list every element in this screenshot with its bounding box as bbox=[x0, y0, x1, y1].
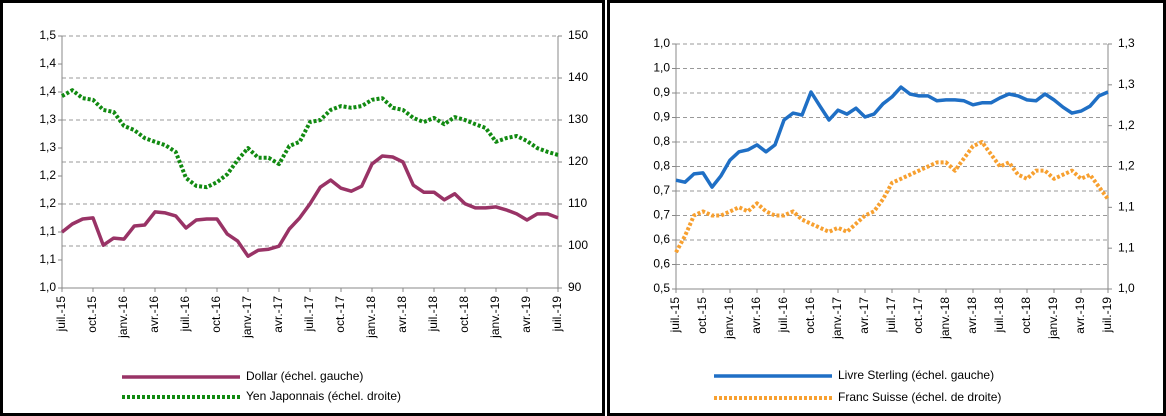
x-tick-label: juil.-18 bbox=[426, 296, 440, 333]
y-tick-label: 1,0 bbox=[653, 61, 670, 75]
y-tick-label: 0,7 bbox=[653, 208, 670, 222]
x-tick-label: oct.-18 bbox=[1019, 297, 1033, 334]
x-tick-label: janv.-19 bbox=[1046, 297, 1060, 340]
y-tick-label: 0,7 bbox=[653, 183, 670, 197]
x-tick-label: oct.-16 bbox=[803, 297, 817, 334]
y-tick-label: 0,5 bbox=[653, 281, 670, 295]
x-tick-label: janv.-18 bbox=[364, 296, 378, 339]
x-tick-label: juil.-16 bbox=[776, 297, 790, 334]
y2-tick-label: 150 bbox=[568, 28, 588, 42]
left-panel bbox=[0, 0, 605, 416]
y2-tick-label: 90 bbox=[568, 280, 582, 294]
x-tick-label: oct.-16 bbox=[209, 296, 223, 333]
y-tick-label: 1,2 bbox=[39, 196, 56, 210]
x-tick-label: avr.-19 bbox=[1073, 297, 1087, 334]
y-tick-label: 1,3 bbox=[39, 140, 56, 154]
series-line bbox=[60, 154, 559, 258]
x-tick-label: oct.-17 bbox=[911, 297, 925, 334]
y2-tick-label: 140 bbox=[568, 70, 588, 84]
y-tick-label: 1,0 bbox=[39, 280, 56, 294]
x-tick-label: juil.-16 bbox=[178, 296, 192, 333]
x-tick-label: juil.-15 bbox=[54, 296, 68, 333]
y-tick-label: 1,4 bbox=[39, 84, 56, 98]
legend-label: Yen Japonnais (échel. droite) bbox=[246, 389, 401, 403]
x-tick-label: avr.-16 bbox=[749, 297, 763, 334]
legend-label: Livre Sterling (échel. gauche) bbox=[838, 368, 994, 382]
y-tick-label: 1,1 bbox=[39, 224, 56, 238]
x-tick-label: avr.-17 bbox=[271, 296, 285, 333]
x-tick-label: juil.-17 bbox=[884, 297, 898, 334]
x-tick-label: oct.-17 bbox=[333, 296, 347, 333]
series-line bbox=[61, 88, 559, 190]
legend-label: Franc Suisse (échel. de droite) bbox=[838, 390, 1001, 404]
y2-tick-label: 1,2 bbox=[1118, 118, 1135, 132]
series-line bbox=[674, 140, 1110, 254]
y-tick-label: 1,0 bbox=[653, 36, 670, 50]
y2-tick-label: 1,3 bbox=[1118, 36, 1135, 50]
x-tick-label: avr.-17 bbox=[857, 297, 871, 334]
x-tick-label: janv.-17 bbox=[830, 297, 844, 340]
x-tick-label: oct.-15 bbox=[85, 296, 99, 333]
y2-tick-label: 130 bbox=[568, 112, 588, 126]
x-tick-label: juil.-18 bbox=[992, 297, 1006, 334]
x-tick-label: oct.-18 bbox=[457, 296, 471, 333]
y-tick-label: 0,8 bbox=[653, 134, 670, 148]
right-panel bbox=[607, 0, 1166, 416]
y-tick-label: 0,9 bbox=[653, 85, 670, 99]
x-tick-label: avr.-16 bbox=[147, 296, 161, 333]
y2-tick-label: 1,1 bbox=[1118, 240, 1135, 254]
x-tick-label: janv.-17 bbox=[240, 296, 254, 339]
x-tick-label: janv.-18 bbox=[938, 297, 952, 340]
x-tick-label: juil.-15 bbox=[668, 297, 682, 334]
y-tick-label: 0,8 bbox=[653, 159, 670, 173]
y-tick-label: 1,4 bbox=[39, 56, 56, 70]
x-tick-label: avr.-18 bbox=[965, 297, 979, 334]
x-tick-label: janv.-19 bbox=[488, 296, 502, 339]
y2-tick-label: 1,0 bbox=[1118, 281, 1135, 295]
y-tick-label: 1,2 bbox=[39, 168, 56, 182]
y2-tick-label: 120 bbox=[568, 154, 588, 168]
x-tick-label: avr.-19 bbox=[519, 296, 533, 333]
x-tick-label: oct.-15 bbox=[695, 297, 709, 334]
y-tick-label: 0,6 bbox=[653, 257, 670, 271]
y-tick-label: 1,1 bbox=[39, 252, 56, 266]
y2-tick-label: 1,2 bbox=[1118, 159, 1135, 173]
x-tick-label: janv.-16 bbox=[116, 296, 130, 339]
x-tick-label: janv.-16 bbox=[722, 297, 736, 340]
x-tick-label: juil.-19 bbox=[1100, 297, 1114, 334]
y-tick-label: 0,9 bbox=[653, 110, 670, 124]
y-tick-label: 0,6 bbox=[653, 232, 670, 246]
x-tick-label: avr.-18 bbox=[395, 296, 409, 333]
y2-tick-label: 100 bbox=[568, 238, 588, 252]
y2-tick-label: 1,1 bbox=[1118, 200, 1135, 214]
x-tick-label: juil.-19 bbox=[550, 296, 564, 333]
y-tick-label: 1,5 bbox=[39, 28, 56, 42]
y2-tick-label: 1,3 bbox=[1118, 77, 1135, 91]
x-tick-label: juil.-17 bbox=[302, 296, 316, 333]
y2-tick-label: 110 bbox=[568, 196, 587, 210]
legend-label: Dollar (échel. gauche) bbox=[246, 369, 363, 383]
series-line bbox=[675, 85, 1109, 189]
y-tick-label: 1,3 bbox=[39, 112, 56, 126]
